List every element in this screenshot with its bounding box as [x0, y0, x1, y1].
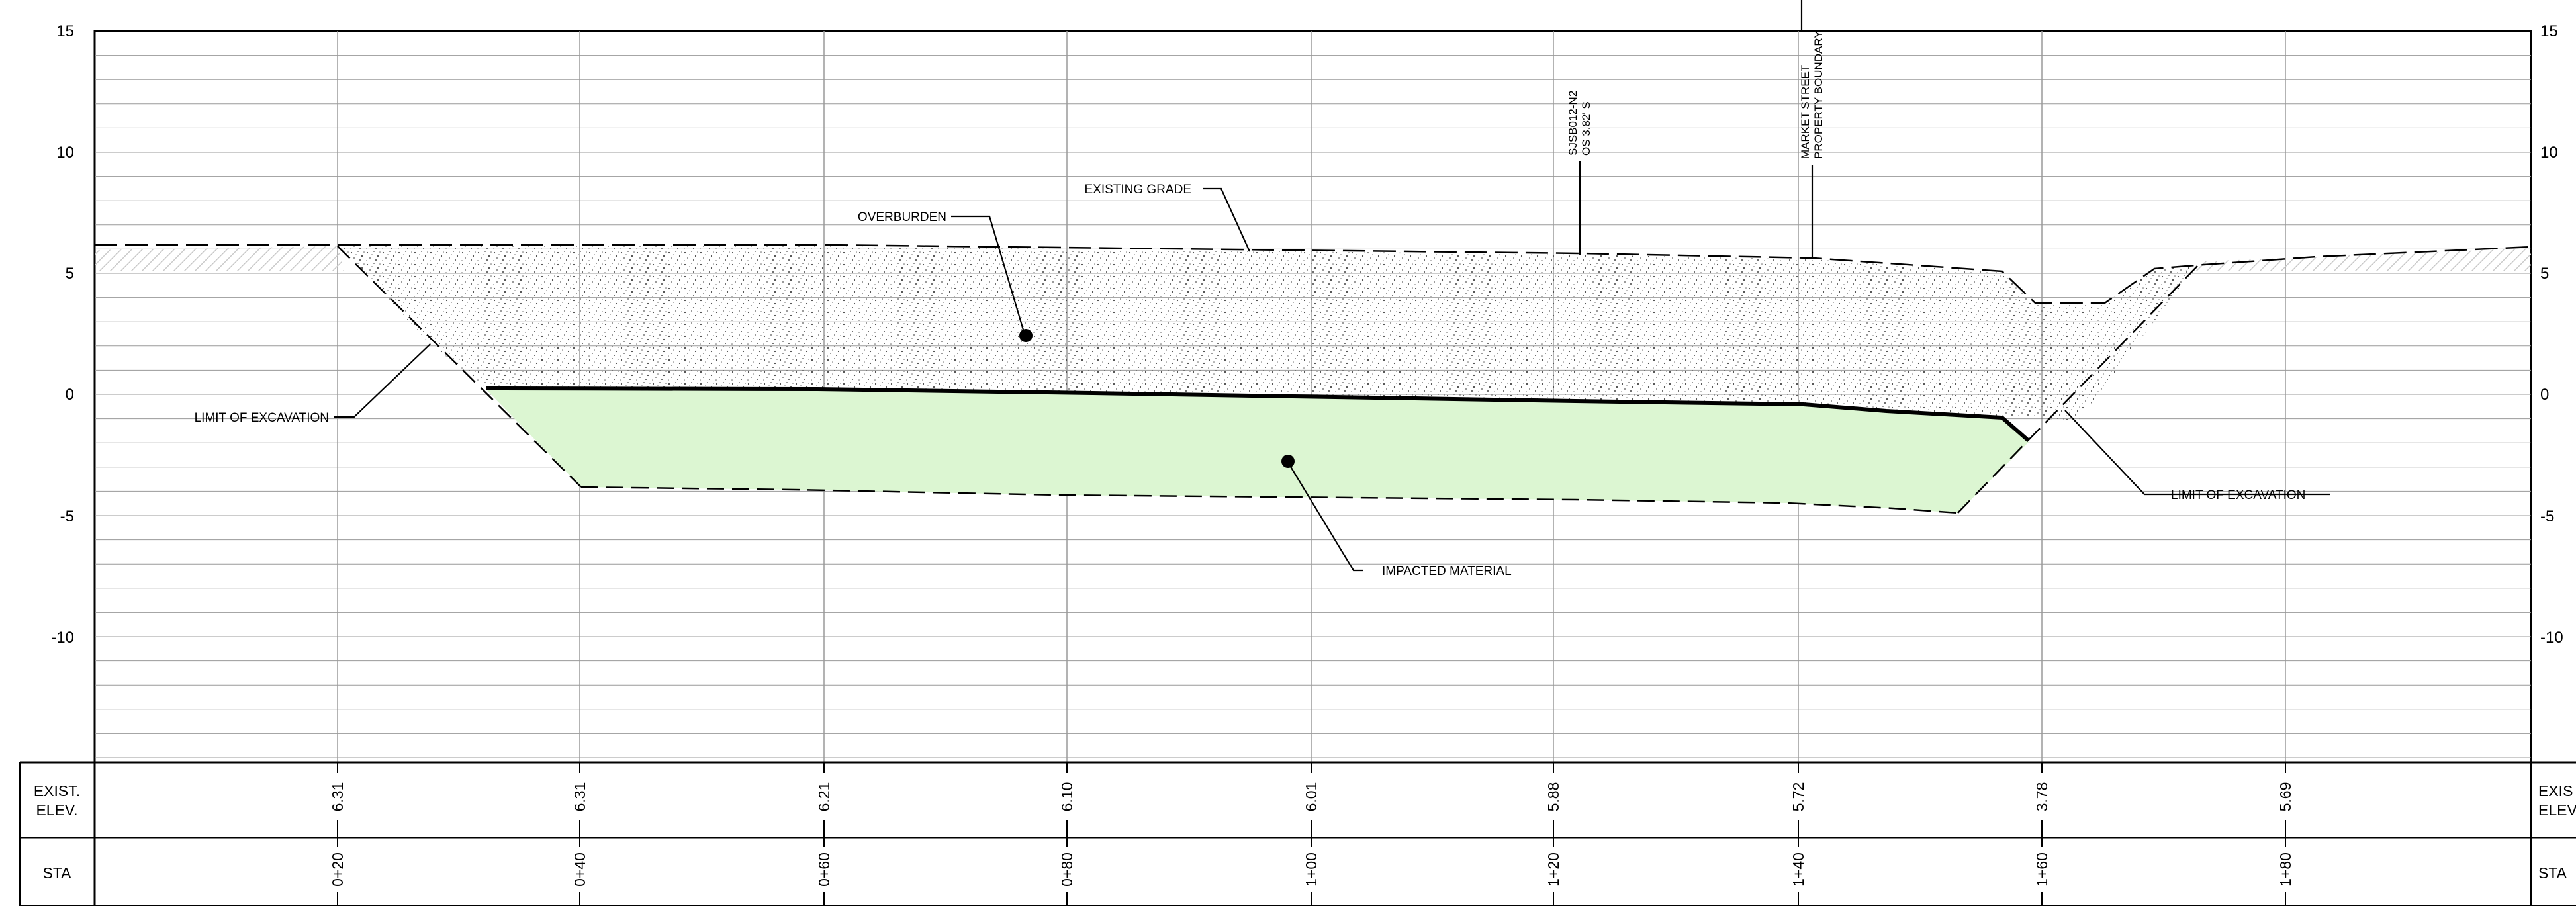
ground-hatch-right	[2184, 248, 2531, 271]
existing-elevation-value: 5.88	[1545, 782, 1562, 812]
existing-elevation-value: 3.78	[2033, 782, 2050, 812]
elevation-tick-label: 0	[2540, 386, 2549, 404]
overburden-leader	[951, 215, 1026, 335]
station-value: 1+80	[2277, 852, 2294, 887]
station-value: 1+40	[1790, 852, 1807, 887]
existing-elevation-value: 6.31	[571, 782, 588, 812]
sta-label: STA	[42, 864, 71, 882]
property-boundary-label: PROPERTY BOUNDARY	[1812, 30, 1825, 159]
impacted-material-zone	[486, 390, 2029, 513]
impacted-material-label: IMPACTED MATERIAL	[1382, 565, 1512, 578]
ground-hatch-left	[95, 246, 344, 271]
sta-label-right: STA	[2538, 864, 2567, 882]
existing-elevation-value: 5.69	[2277, 782, 2294, 812]
existing-elevation-value: 6.10	[1058, 782, 1076, 812]
impacted-marker	[1281, 455, 1295, 468]
elevation-axis-labels: 15 15 10 10 5 5 0 0 -5 -5 -10 -10	[51, 23, 2563, 647]
elevation-tick-label: -5	[60, 508, 74, 525]
limit-of-excavation-left-label: LIMIT OF EXCAVATION	[195, 411, 329, 425]
station-value: 0+40	[571, 852, 588, 887]
existing-elevation-value: 6.21	[815, 782, 833, 812]
impacted-top-line	[486, 386, 2030, 443]
limit-of-excavation-left	[337, 246, 582, 488]
station-value: 0+20	[329, 852, 346, 887]
overburden-label: OVERBURDEN	[858, 210, 946, 224]
elevation-tick-label: 15	[2540, 23, 2558, 40]
excavation-bottom-line	[580, 486, 1958, 514]
boring-id-label: SJSB012-N2	[1567, 91, 1579, 156]
elevation-tick-label: -5	[2540, 508, 2554, 525]
existing-grade-label: EXISTING GRADE	[1084, 183, 1191, 197]
elevation-tick-label: 15	[56, 23, 74, 40]
limit-of-excavation-right-label: LIMIT OF EXCAVATION	[2171, 488, 2305, 502]
station-value: 0+80	[1058, 852, 1076, 887]
elevation-tick-label: -10	[2540, 629, 2563, 647]
elevation-tick-label: 0	[66, 386, 74, 404]
station-value: 1+20	[1545, 852, 1562, 887]
impacted-leader	[1287, 461, 1363, 572]
station-value: 1+60	[2033, 852, 2050, 887]
exist-elev-label-right-line1: EXIS	[2538, 782, 2573, 799]
station-value: 0+60	[815, 852, 833, 887]
limit-left-leader	[334, 343, 431, 418]
elevation-tick-label: 10	[56, 144, 74, 161]
overburden-zone	[338, 246, 2197, 420]
elevation-tick-label: 5	[2540, 265, 2549, 283]
annotation-leaders	[334, 0, 2330, 572]
elevation-tick-label: -10	[51, 629, 74, 647]
data-table	[19, 761, 2576, 906]
exist-elev-label-right-line2: ELEV	[2538, 801, 2576, 819]
exist-elev-label-line1: EXIST.	[34, 782, 80, 799]
existing-elevation-value: 6.31	[329, 782, 346, 812]
boring-offset-label: OS 3.82' S	[1580, 101, 1592, 156]
existing-elevation-value: 6.01	[1303, 782, 1320, 812]
market-street-label: MARKET STREET	[1799, 65, 1812, 159]
exist-elev-label-line2: ELEV.	[36, 801, 77, 819]
overburden-marker	[1019, 329, 1033, 342]
existing-elevation-value: 5.72	[1790, 782, 1807, 812]
station-value: 1+00	[1303, 852, 1320, 887]
existing-grade-leader	[1203, 187, 1251, 252]
elevation-tick-label: 10	[2540, 144, 2558, 161]
existing-grade-line	[95, 244, 2532, 304]
limit-right-leader	[2064, 410, 2330, 496]
limit-of-excavation-right	[1957, 265, 2198, 514]
elevation-tick-label: 5	[66, 265, 74, 283]
table-columns: 6.31 0+20 6.31 0+40 6.21 0+60 6.10 0+80 6.01 1+00…	[329, 762, 2294, 906]
